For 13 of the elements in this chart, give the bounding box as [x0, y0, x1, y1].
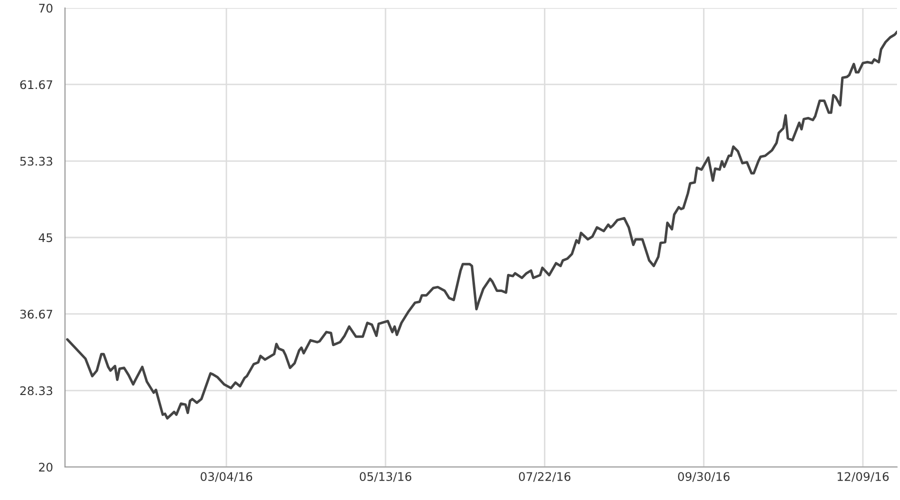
- x-tick-label: 07/22/16: [518, 472, 570, 482]
- y-tick-label: 61.67: [20, 80, 52, 90]
- y-tick-label: 53.33: [20, 156, 52, 166]
- line-series: [66, 30, 897, 420]
- y-tick-label: 20: [39, 462, 52, 472]
- x-tick-label: 03/04/16: [200, 472, 252, 482]
- y-tick-label: 28.33: [20, 386, 52, 396]
- x-tick-label: 09/30/16: [678, 472, 730, 482]
- x-tick-label: 05/13/16: [360, 472, 412, 482]
- y-tick-label: 70: [39, 4, 52, 13]
- x-tick-label: 12/09/16: [838, 472, 889, 482]
- y-tick-label: 36.67: [20, 310, 52, 319]
- y-tick-label: 45: [38, 233, 52, 242]
